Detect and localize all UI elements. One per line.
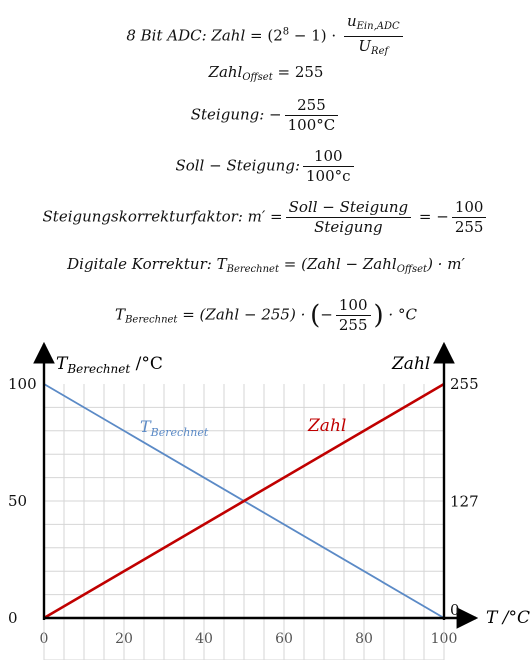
formula-korrekturfaktor-mid: = − [414, 207, 449, 226]
series-label-t-berechnet: TBerechnet [140, 417, 209, 439]
chart-ticks: 0 20 40 60 80 100 0 50 100 0 127 255 [8, 375, 479, 647]
formula-steigung-denominator: 100°C [287, 116, 336, 134]
formula-steigung-label: Steigung: − [190, 105, 282, 124]
series-line-zahl [43, 382, 445, 620]
formula-soll-steigung: Soll − Steigung: 100 100°c [0, 147, 532, 186]
y-right-tick-label: 127 [450, 492, 479, 510]
formula-adc-label: 8 Bit ADC: Zahl [126, 26, 246, 45]
formula-offset-main: Zahl [208, 63, 243, 81]
formula-adc-end: − 1) · [289, 26, 341, 45]
formula-steigung-numerator: 255 [284, 96, 339, 116]
x-tick-label: 60 [275, 631, 293, 647]
y-left-tick-label: 50 [8, 492, 27, 510]
x-tick-label: 100 [431, 631, 458, 647]
chart-series-layer [43, 382, 445, 620]
formula-digitale-korrektur-label: Digitale Korrektur: T [67, 255, 227, 273]
formula-offset-rest: = 255 [272, 63, 324, 81]
formula-adc: 8 Bit ADC: Zahl = (28 − 1) · uEin,ADC URe… [0, 12, 532, 61]
formula-t-berechnet-end: · °C [383, 305, 417, 324]
x-tick-label: 40 [195, 631, 213, 647]
formula-korrekturfaktor-denominator-1: Steigung [314, 218, 383, 236]
formula-t-berechnet-denominator: 255 [338, 316, 368, 334]
x-axis-label: T /°C [486, 608, 530, 628]
y-left-axis-label: TBerechnet /°C [56, 354, 163, 376]
formula-digitale-korrektur-sub-1: Berechnet [226, 264, 279, 275]
chart-axes [33, 341, 479, 629]
formula-soll-steigung-denominator: 100°c [306, 167, 351, 185]
formula-block: 8 Bit ADC: Zahl = (28 − 1) · uEin,ADC URe… [0, 12, 532, 334]
formula-adc-mid: = (2 [245, 26, 283, 45]
formula-adc-numerator-sub: Ein,ADC [356, 21, 400, 32]
formula-t-berechnet-open-paren: ( [310, 300, 321, 331]
y-right-axis-label: Zahl [391, 354, 430, 374]
formula-digitale-korrektur-end: ) · m′ [427, 255, 465, 273]
formula-t-berechnet-minus: − [320, 305, 333, 324]
formula-korrekturfaktor-numerator-1: Soll − Steigung [285, 198, 412, 218]
formula-steigung: Steigung: −255 100°C [0, 96, 532, 135]
formula-korrekturfaktor-fraction-1: Soll − Steigung Steigung [285, 198, 412, 237]
y-left-tick-label: 100 [8, 375, 37, 393]
formula-korrekturfaktor-numerator-2: 100 [451, 198, 487, 218]
formula-digitale-korrektur-sub-2: Offset [396, 264, 428, 275]
series-label-zahl: Zahl [307, 416, 346, 436]
x-tick-label: 0 [40, 631, 49, 647]
formula-t-berechnet: TBerechnet = (Zahl − 255) · (− 100 255) · … [0, 296, 532, 335]
formula-korrekturfaktor: Steigungskorrekturfaktor: m′ = Soll − Ste… [0, 198, 532, 237]
formula-t-berechnet-fraction: 100 255 [335, 296, 371, 335]
formula-adc-denominator-sub: Ref [371, 46, 389, 57]
formula-soll-steigung-numerator: 100 [303, 147, 354, 167]
formula-adc-numerator: u [346, 12, 357, 30]
x-tick-label: 80 [355, 631, 373, 647]
y-right-tick-label: 0 [450, 601, 460, 619]
y-left-tick-label: 0 [8, 609, 18, 627]
formula-adc-denominator: U [358, 37, 372, 55]
chart-labels: TBerechnet /°C Zahl T /°C TBerechnet Zah… [56, 354, 530, 628]
formula-t-berechnet-close-paren: ) [373, 300, 384, 331]
formula-korrekturfaktor-fraction-2: 100 255 [451, 198, 487, 237]
formula-digitale-korrektur-mid: = (Zahl − Zahl [278, 255, 397, 273]
line-chart: 0 20 40 60 80 100 0 50 100 0 127 255 TBerechnet /°C… [8, 341, 530, 660]
formula-korrekturfaktor-label: Steigungskorrekturfaktor: m′ = [42, 207, 283, 226]
formula-t-berechnet-sub: Berechnet [125, 314, 178, 326]
formula-adc-fraction: uEin,ADC URef [343, 12, 403, 61]
formula-t-berechnet-t: T [115, 305, 126, 324]
formula-soll-steigung-fraction: 100 100°c [303, 147, 354, 186]
x-tick-label: 20 [115, 631, 133, 647]
formula-adc-exponent: 8 [282, 26, 290, 38]
formula-steigung-fraction: 255 100°C [284, 96, 339, 135]
formula-korrekturfaktor-denominator-2: 255 [454, 218, 484, 236]
formula-digitale-korrektur: Digitale Korrektur: TBerechnet = (Zahl −… [0, 254, 532, 280]
formula-offset-sub: Offset [242, 72, 273, 83]
formula-t-berechnet-numerator: 100 [335, 296, 371, 316]
formula-offset: ZahlOffset = 255 [0, 62, 532, 88]
formula-soll-steigung-label: Soll − Steigung: [175, 156, 301, 175]
formula-t-berechnet-mid: = (Zahl − 255) · [177, 305, 311, 324]
y-right-tick-label: 255 [450, 375, 479, 393]
